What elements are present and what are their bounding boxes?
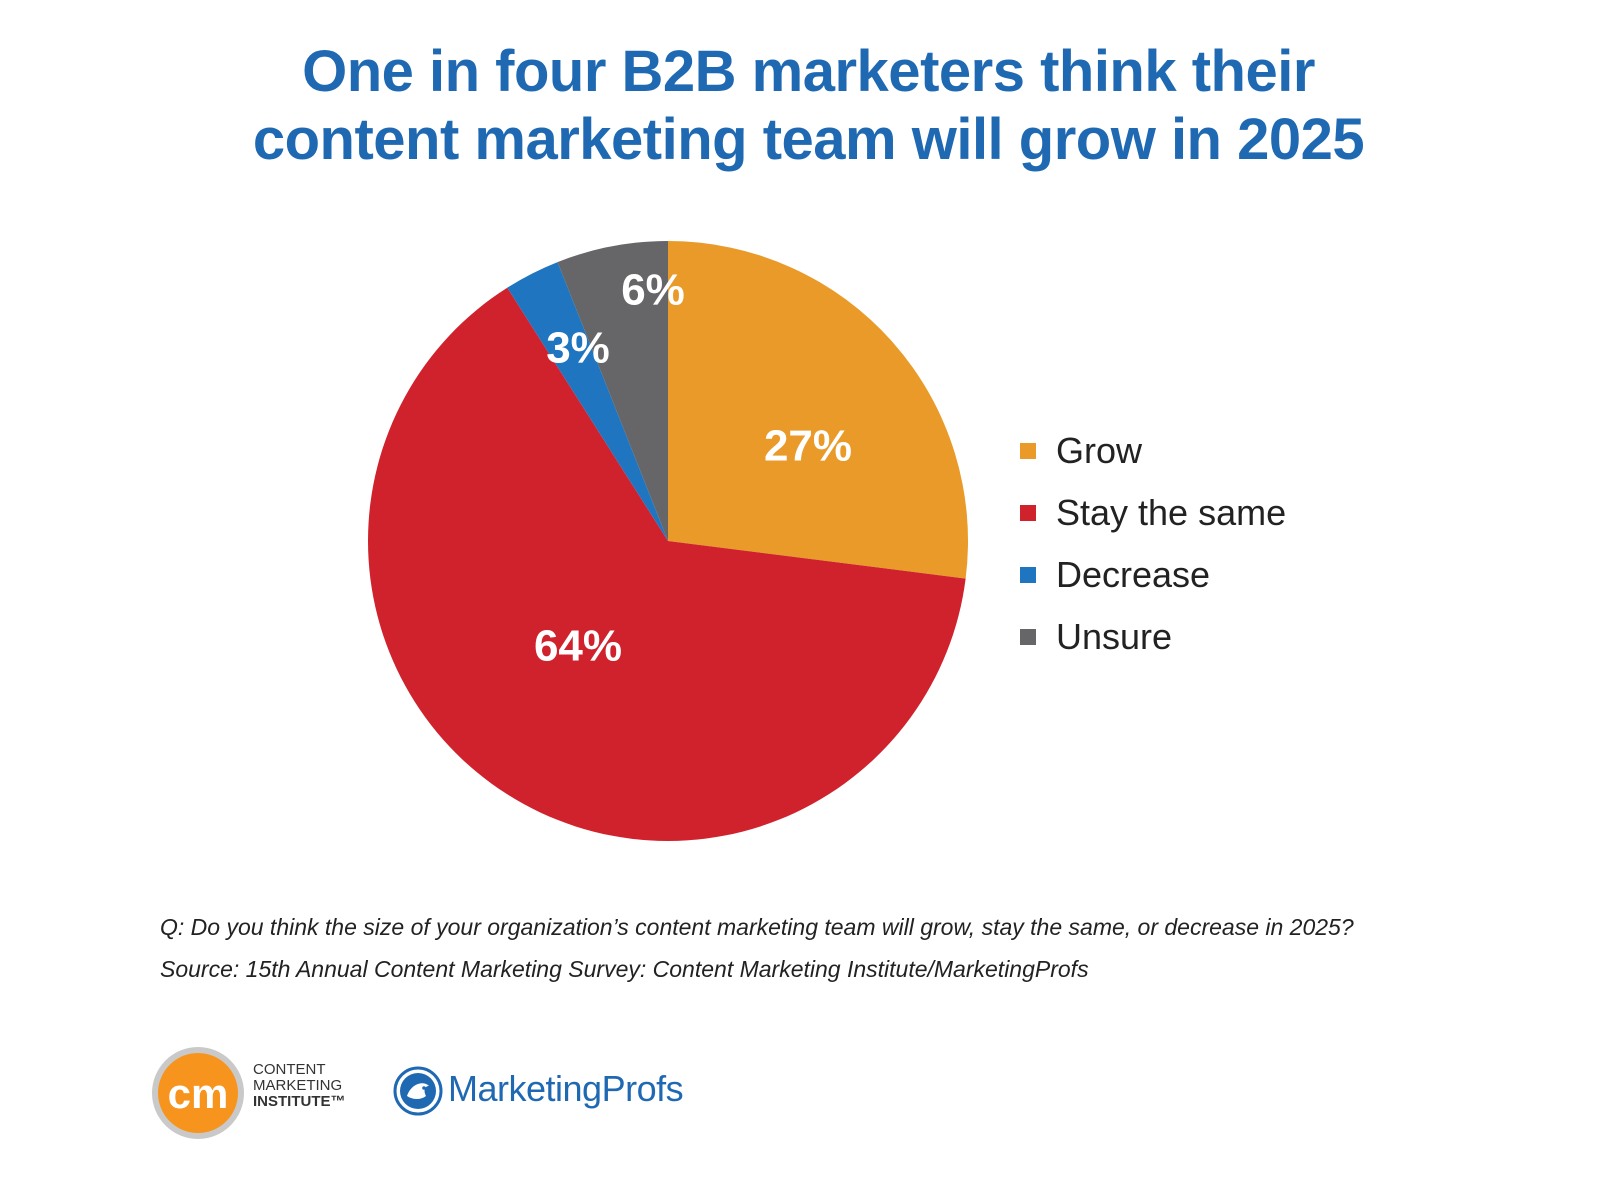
source-note: Source: 15th Annual Content Marketing Su… bbox=[160, 956, 1089, 982]
pie-slice-grow bbox=[668, 241, 968, 579]
legend-item-unsure: Unsure bbox=[1020, 606, 1286, 668]
legend-item-stay-the-same: Stay the same bbox=[1020, 482, 1286, 544]
pie-slice-stay-the-same bbox=[368, 287, 966, 841]
pie-slice-unsure bbox=[557, 241, 668, 541]
cmi-logo-line-3: INSTITUTE™ bbox=[253, 1093, 346, 1110]
data-label-unsure: 6% bbox=[621, 266, 685, 315]
chart-title-line-2: content marketing team will grow in 2025 bbox=[252, 107, 1365, 172]
legend-swatch-grow bbox=[1020, 443, 1036, 459]
chart-notes: Q: Do you think the size of your organiz… bbox=[160, 906, 1354, 990]
cmi-logo-line-1: CONTENT bbox=[253, 1061, 326, 1078]
chart-title: One in four B2B marketers think their co… bbox=[0, 38, 1617, 174]
chart-title-line-1: One in four B2B marketers think their bbox=[302, 39, 1315, 104]
data-label-decrease: 3% bbox=[546, 324, 610, 373]
cmi-logo-icon: cm bbox=[152, 1047, 244, 1139]
legend-swatch-unsure bbox=[1020, 629, 1036, 645]
legend-label-decrease: Decrease bbox=[1056, 554, 1211, 595]
legend-swatch-stay-the-same bbox=[1020, 505, 1036, 521]
survey-question: Q: Do you think the size of your organiz… bbox=[160, 914, 1354, 940]
legend-label-grow: Grow bbox=[1056, 430, 1143, 471]
pie-slice-decrease bbox=[507, 262, 668, 541]
cmi-logo-mark: cm bbox=[168, 1070, 229, 1117]
legend-label-unsure: Unsure bbox=[1056, 616, 1173, 657]
cmi-logo-line-2: MARKETING bbox=[253, 1077, 343, 1094]
legend-swatch-decrease bbox=[1020, 567, 1036, 583]
marketingprofs-logo-text: MarketingProfs bbox=[448, 1068, 684, 1109]
cmi-logo-text: CONTENT MARKETING INSTITUTE™ bbox=[253, 1062, 346, 1110]
legend-item-grow: Grow bbox=[1020, 420, 1286, 482]
data-label-stay-the-same: 64% bbox=[534, 622, 622, 671]
legend: Grow Stay the same Decrease Unsure bbox=[1020, 420, 1286, 668]
marketingprofs-logo-icon bbox=[393, 1066, 443, 1116]
data-label-grow: 27% bbox=[764, 422, 852, 471]
legend-label-stay-the-same: Stay the same bbox=[1056, 492, 1287, 533]
legend-item-decrease: Decrease bbox=[1020, 544, 1286, 606]
